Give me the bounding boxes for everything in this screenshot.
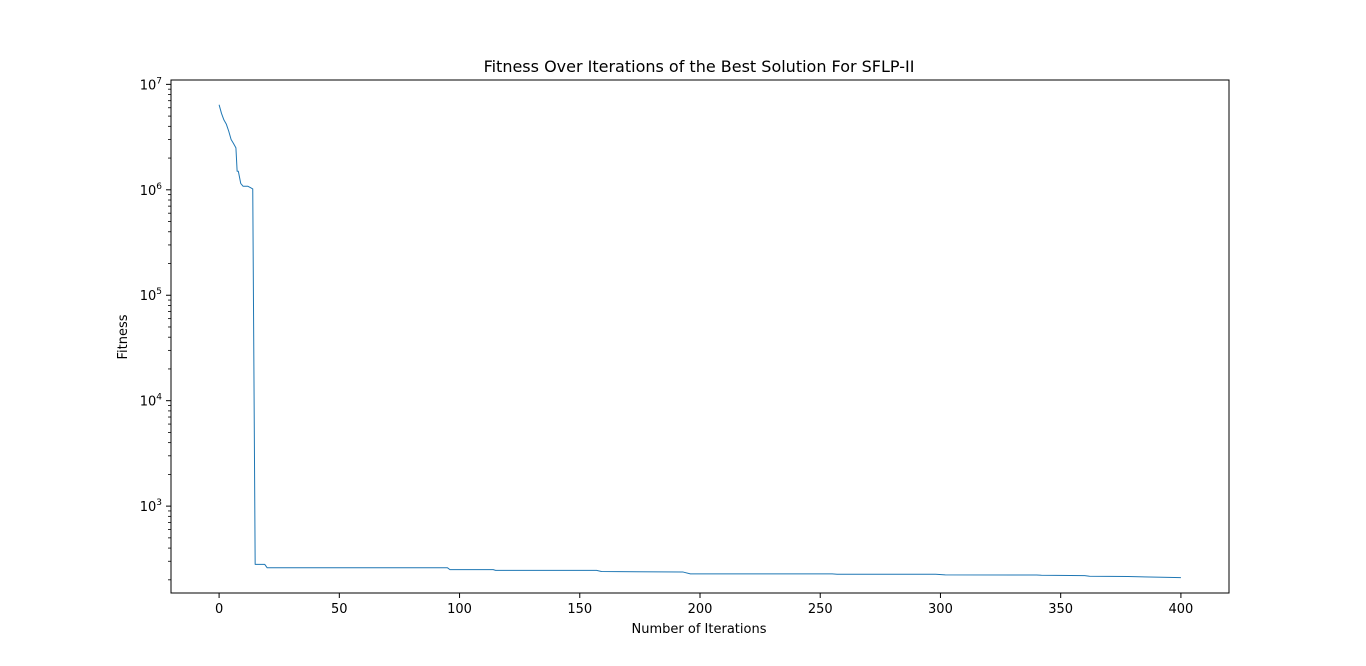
y-tick-label: 107: [140, 76, 162, 93]
x-tick-label: 50: [331, 602, 348, 617]
y-axis-label: Fitness: [116, 314, 131, 359]
y-tick-label: 104: [140, 393, 163, 410]
x-tick-label: 400: [1168, 602, 1193, 617]
y-tick-label: 103: [140, 498, 162, 515]
x-tick-label: 100: [447, 602, 472, 617]
series-line: [218, 104, 1181, 579]
x-tick-label: 350: [1048, 602, 1073, 617]
x-tick-label: 200: [688, 602, 713, 617]
y-tick-label: 105: [140, 287, 162, 304]
x-tick-label: 250: [808, 602, 833, 617]
x-tick-label: 300: [928, 602, 953, 617]
x-axis-label: Number of Iterations: [632, 622, 767, 637]
x-tick-label: 0: [215, 602, 223, 617]
y-tick-label: 106: [140, 182, 163, 199]
plot-area: 0 50 100 150 200 250 300 350 400 103 104 105 106 107: [140, 76, 1230, 617]
x-tick-label: 150: [567, 602, 592, 617]
chart-title: Fitness Over Iterations of the Best Solu…: [484, 57, 915, 76]
